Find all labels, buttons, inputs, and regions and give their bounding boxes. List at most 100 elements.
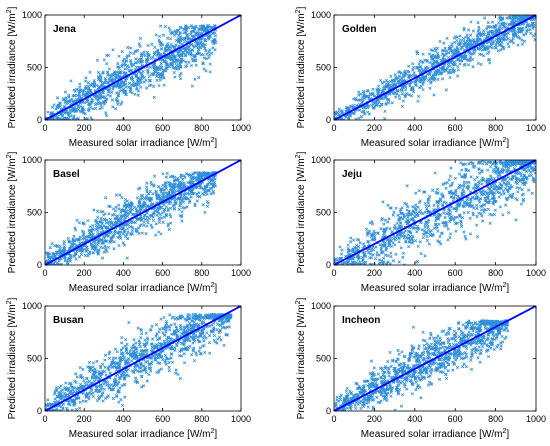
scatter-point: [102, 58, 106, 62]
scatter-point: [431, 49, 435, 53]
scatter-point: [436, 77, 440, 82]
scatter-point: [78, 235, 82, 239]
x-tick-label: 400: [116, 123, 131, 133]
scatter-point: [470, 38, 474, 43]
scatter-point: [160, 67, 164, 71]
scatter-point: [447, 211, 451, 215]
scatter-point: [460, 216, 465, 220]
scatter-point: [466, 36, 470, 40]
x-tick-label: 1000: [526, 123, 546, 133]
scatter-point: [482, 54, 486, 58]
scatter-point: [178, 323, 182, 328]
scatter-point: [115, 214, 120, 218]
scatter-point: [134, 65, 139, 69]
scatter-point: [444, 88, 448, 92]
scatter-point: [139, 85, 143, 89]
scatter-point: [88, 225, 92, 229]
scatter-point: [109, 231, 113, 235]
scatter-point: [95, 225, 100, 229]
scatter-point: [461, 37, 466, 41]
scatter-point: [166, 194, 170, 198]
scatter-point: [476, 61, 480, 66]
y-tick-label: 1000: [311, 10, 331, 20]
y-tick-label: 0: [326, 115, 331, 125]
scatter-point: [90, 97, 94, 101]
scatter-point: [412, 73, 416, 77]
scatter-point: [425, 207, 429, 211]
scatter-point: [404, 239, 408, 243]
scatter-point: [455, 207, 459, 211]
scatter-point: [112, 213, 116, 217]
scatter-point: [181, 177, 185, 181]
scatter-point: [55, 250, 59, 254]
scatter-point: [461, 190, 466, 194]
scatter-point: [138, 186, 142, 190]
scatter-point: [203, 315, 207, 319]
scatter-point: [136, 48, 140, 52]
scatter-point: [383, 96, 388, 100]
scatter-point: [91, 228, 95, 232]
scatter-point: [96, 252, 100, 256]
scatter-point: [436, 229, 440, 233]
scatter-point: [414, 191, 418, 195]
scatter-point: [438, 197, 442, 201]
scatter-point: [181, 206, 185, 210]
scatter-point: [180, 210, 184, 214]
scatter-point: [462, 182, 466, 186]
scatter-point: [102, 236, 107, 240]
scatter-point: [97, 248, 101, 252]
scatter-point: [111, 223, 115, 227]
scatter-point: [498, 205, 503, 209]
scatter-point: [58, 104, 62, 108]
scatter-point: [420, 228, 424, 232]
scatter-point: [208, 53, 212, 57]
scatter-point: [162, 188, 166, 192]
scatter-point: [79, 104, 83, 109]
scatter-point: [438, 213, 442, 217]
scatter-point: [477, 211, 481, 215]
scatter-point: [182, 31, 186, 35]
scatter-point: [140, 194, 145, 198]
scatter-point: [394, 77, 398, 81]
scatter-point: [168, 175, 172, 179]
scatter-point: [335, 110, 340, 115]
scatter-point: [445, 49, 449, 53]
scatter-point: [112, 73, 116, 77]
scatter-point: [486, 21, 490, 25]
scatter-point: [212, 181, 216, 185]
scatter-point: [122, 376, 126, 380]
panel-title: Basel: [53, 169, 80, 180]
scatter-point: [146, 196, 150, 200]
scatter-point: [424, 74, 428, 78]
x-tick-label: 600: [155, 268, 170, 278]
x-tick-label: 600: [448, 123, 463, 133]
scatter-point: [145, 181, 149, 185]
scatter-point: [94, 387, 98, 391]
scatter-point: [207, 55, 211, 60]
scatter-point: [118, 83, 122, 88]
scatter-point: [481, 177, 486, 182]
scatter-point: [516, 43, 520, 47]
scatter-point: [203, 350, 207, 355]
scatter-point: [400, 211, 404, 215]
scatter-point: [382, 80, 386, 84]
scatter-point: [164, 175, 168, 179]
scatter-point: [528, 163, 533, 168]
scatter-point: [119, 214, 123, 219]
scatter-point: [416, 205, 420, 209]
scatter-point: [159, 47, 164, 51]
scatter-point: [506, 31, 510, 35]
scatter-point: [123, 90, 127, 94]
scatter-point: [86, 218, 90, 223]
scatter-point: [137, 231, 141, 235]
scatter-point: [398, 97, 402, 101]
scatter-point: [455, 45, 459, 49]
scatter-point: [359, 114, 363, 119]
scatter-point: [125, 214, 130, 219]
scatter-point: [472, 177, 477, 182]
scatter-point: [470, 204, 475, 208]
scatter-point: [397, 216, 401, 220]
scatter-point: [505, 198, 509, 202]
scatter-point: [368, 262, 372, 265]
scatter-point: [504, 163, 508, 167]
